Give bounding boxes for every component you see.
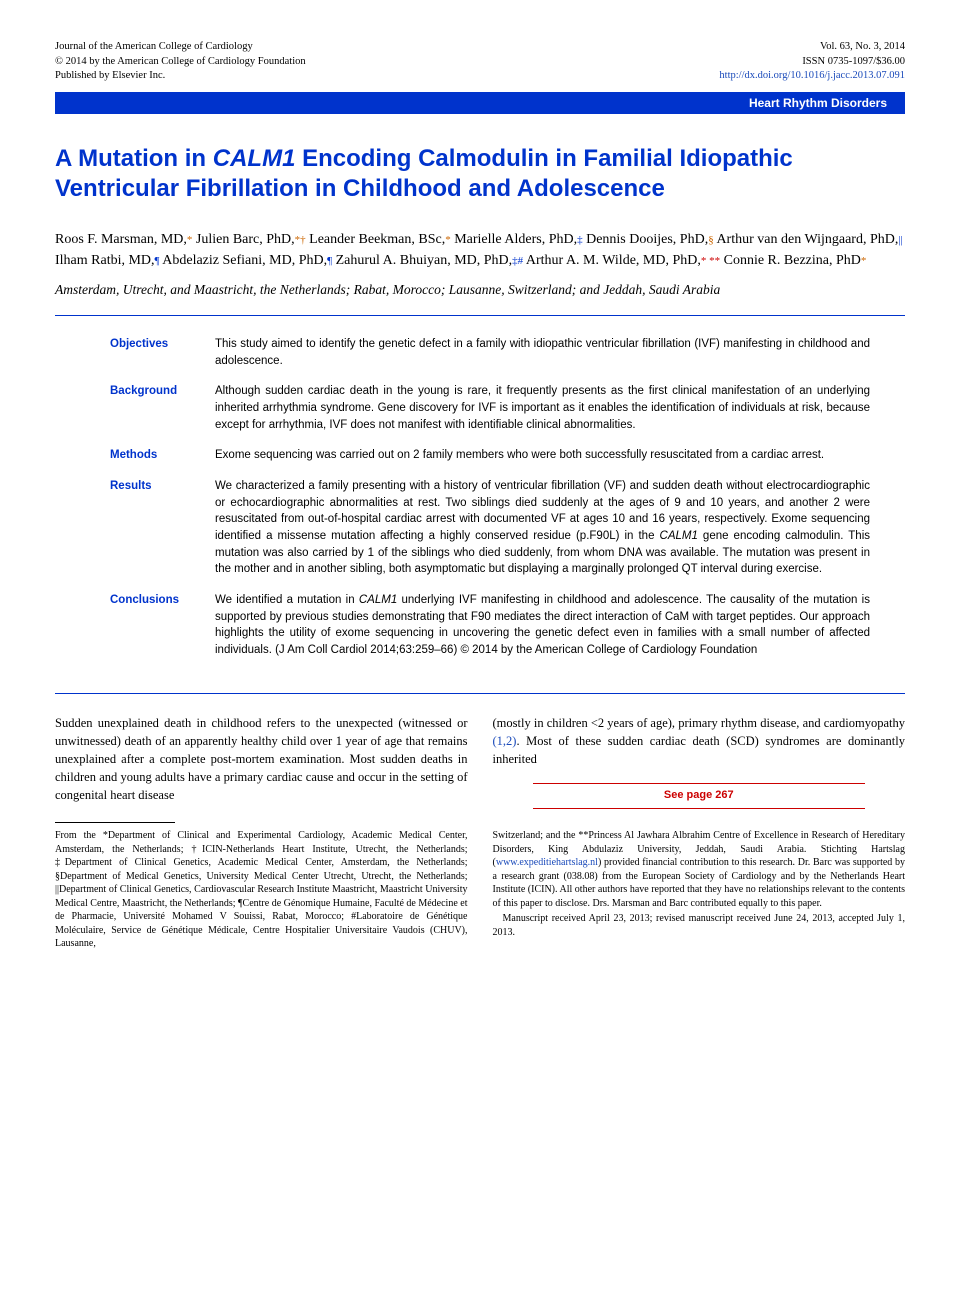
volume-line: Vol. 63, No. 3, 2014 xyxy=(719,40,905,55)
affiliations-right: Switzerland; and the **Princess Al Jawha… xyxy=(493,829,906,951)
background-label: Background xyxy=(110,383,215,433)
journal-info-left: Journal of the American College of Cardi… xyxy=(55,40,306,84)
abstract-conclusions: Conclusions We identified a mutation in … xyxy=(110,592,870,659)
author-name: Dennis Dooijes, PhD, xyxy=(583,232,709,247)
objectives-label: Objectives xyxy=(110,336,215,369)
results-gene-italic: CALM1 xyxy=(660,530,698,542)
author-affiliation-mark: ‡# xyxy=(512,255,523,267)
affiliations-footer: From the *Department of Clinical and Exp… xyxy=(55,829,905,951)
category-bar: Heart Rhythm Disorders xyxy=(55,92,905,114)
publisher-line: Published by Elsevier Inc. xyxy=(55,69,306,84)
results-label: Results xyxy=(110,478,215,578)
reference-link-1-2[interactable]: (1,2) xyxy=(493,734,517,748)
journal-name: Journal of the American College of Cardi… xyxy=(55,40,306,55)
body-left-text: Sudden unexplained death in childhood re… xyxy=(55,716,468,803)
author-affiliation-mark: * ** xyxy=(701,255,720,267)
author-name: Abdelaziz Sefiani, MD, PhD, xyxy=(160,253,328,268)
see-page-callout: See page 267 xyxy=(533,783,866,809)
article-title: A Mutation in CALM1 Encoding Calmodulin … xyxy=(55,144,905,204)
author-name: Ilham Ratbi, MD, xyxy=(55,253,155,268)
methods-text: Exome sequencing was carried out on 2 fa… xyxy=(215,447,870,464)
issn-line: ISSN 0735-1097/$36.00 xyxy=(719,55,905,70)
title-part1: A Mutation in xyxy=(55,145,213,172)
methods-label: Methods xyxy=(110,447,215,464)
abstract-background: Background Although sudden cardiac death… xyxy=(110,383,870,433)
author-name: Arthur van den Wijngaard, PhD, xyxy=(714,232,899,247)
author-name: Connie R. Bezzina, PhD xyxy=(720,253,861,268)
doi-link[interactable]: http://dx.doi.org/10.1016/j.jacc.2013.07… xyxy=(719,69,905,84)
external-link-hartslag[interactable]: www.expeditiehartslag.nl xyxy=(496,857,598,868)
conclusions-text-1: We identified a mutation in xyxy=(215,594,359,606)
author-affiliation-mark: * xyxy=(861,255,867,267)
copyright-line: © 2014 by the American College of Cardio… xyxy=(55,55,306,70)
journal-info-right: Vol. 63, No. 3, 2014 ISSN 0735-1097/$36.… xyxy=(719,40,905,84)
abstract-objectives: Objectives This study aimed to identify … xyxy=(110,336,870,369)
category-label: Heart Rhythm Disorders xyxy=(741,93,895,114)
body-text-columns: Sudden unexplained death in childhood re… xyxy=(55,714,905,830)
conclusions-text: We identified a mutation in CALM1 underl… xyxy=(215,592,870,659)
body-left-column: Sudden unexplained death in childhood re… xyxy=(55,714,468,830)
conclusions-label: Conclusions xyxy=(110,592,215,659)
manuscript-dates: Manuscript received April 23, 2013; revi… xyxy=(493,912,906,939)
title-italic-gene: CALM1 xyxy=(213,145,296,172)
author-affiliation-mark: *† xyxy=(295,234,306,246)
objectives-text: This study aimed to identify the genetic… xyxy=(215,336,870,369)
abstract-results: Results We characterized a family presen… xyxy=(110,478,870,578)
author-affiliation-mark: || xyxy=(898,234,902,246)
author-name: Roos F. Marsman, MD, xyxy=(55,232,187,247)
results-text: We characterized a family presenting wit… xyxy=(215,478,870,578)
author-locations: Amsterdam, Utrecht, and Maastricht, the … xyxy=(55,281,905,300)
conclusions-gene-italic: CALM1 xyxy=(359,594,397,606)
authors-list: Roos F. Marsman, MD,* Julien Barc, PhD,*… xyxy=(55,229,905,271)
structured-abstract: Objectives This study aimed to identify … xyxy=(55,326,905,683)
affiliations-left: From the *Department of Clinical and Exp… xyxy=(55,829,468,951)
divider-top xyxy=(55,315,905,316)
page-header: Journal of the American College of Cardi… xyxy=(55,40,905,84)
footnote-rule-left xyxy=(55,822,175,823)
abstract-methods: Methods Exome sequencing was carried out… xyxy=(110,447,870,464)
author-name: Zahurul A. Bhuiyan, MD, PhD, xyxy=(332,253,512,268)
author-name: Julien Barc, PhD, xyxy=(192,232,294,247)
author-name: Leander Beekman, BSc, xyxy=(306,232,446,247)
body-right-text-2: . Most of these sudden cardiac death (SC… xyxy=(493,734,906,766)
author-name: Arthur A. M. Wilde, MD, PhD, xyxy=(523,253,701,268)
divider-bottom xyxy=(55,693,905,694)
body-right-text-1: (mostly in children <2 years of age), pr… xyxy=(493,716,906,730)
background-text: Although sudden cardiac death in the you… xyxy=(215,383,870,433)
body-right-column: (mostly in children <2 years of age), pr… xyxy=(493,714,906,830)
author-name: Marielle Alders, PhD, xyxy=(451,232,577,247)
